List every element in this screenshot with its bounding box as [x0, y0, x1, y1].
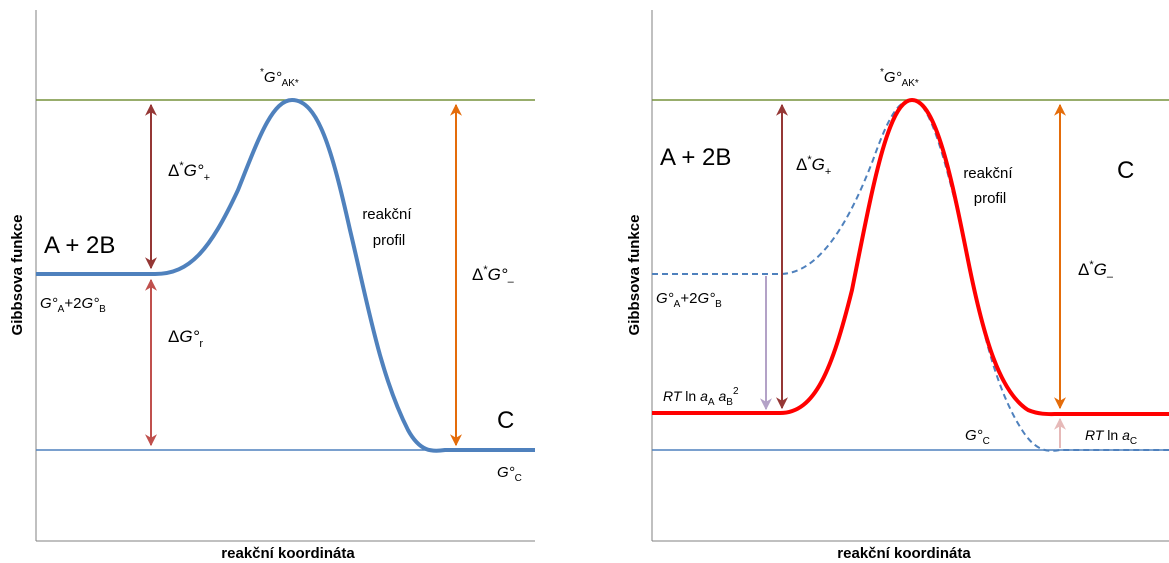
product-energy-label: G°C [497, 464, 522, 484]
x-axis-label: reakční koordináta [837, 545, 971, 562]
product-std-energy-label: G°C [965, 427, 990, 447]
dg-minus-label: Δ*G– [1078, 259, 1114, 283]
rt-ln-reactants-label: RT ln aA aB2 [663, 386, 739, 408]
product-label: C [1117, 157, 1134, 184]
profile-label: reakční profil [963, 165, 1016, 207]
left-diagram: reakční koordináta Gibbsova funkce *G°AK… [9, 10, 535, 562]
peak-label: *G°AK* [880, 67, 919, 89]
x-axis-label: reakční koordináta [221, 545, 355, 562]
right-diagram: reakční koordináta Gibbsova funkce *G°AK… [626, 10, 1169, 562]
rt-ln-product-label: RT ln aC [1085, 427, 1137, 447]
product-label: C [497, 407, 514, 434]
reactants-energy-label: G°A+2G°B [656, 290, 722, 310]
peak-label: *G°AK* [260, 67, 299, 89]
reactants-label: A + 2B [44, 232, 115, 259]
y-axis-label: Gibbsova funkce [626, 215, 643, 336]
y-axis-label: Gibbsova funkce [9, 215, 26, 336]
reaction-profile-curve [652, 98, 1169, 417]
reactants-energy-label: G°A+2G°B [40, 295, 106, 315]
profile-label: reakční profil [362, 206, 415, 249]
reactants-label: A + 2B [660, 144, 731, 171]
dg-plus-label: Δ*G+ [796, 154, 831, 178]
dg-r-label: ΔG°r [168, 327, 203, 350]
reaction-profile-curve [36, 98, 535, 453]
dg-plus-label: Δ*G°+ [168, 160, 210, 184]
dg-minus-label: Δ*G°– [472, 264, 515, 288]
